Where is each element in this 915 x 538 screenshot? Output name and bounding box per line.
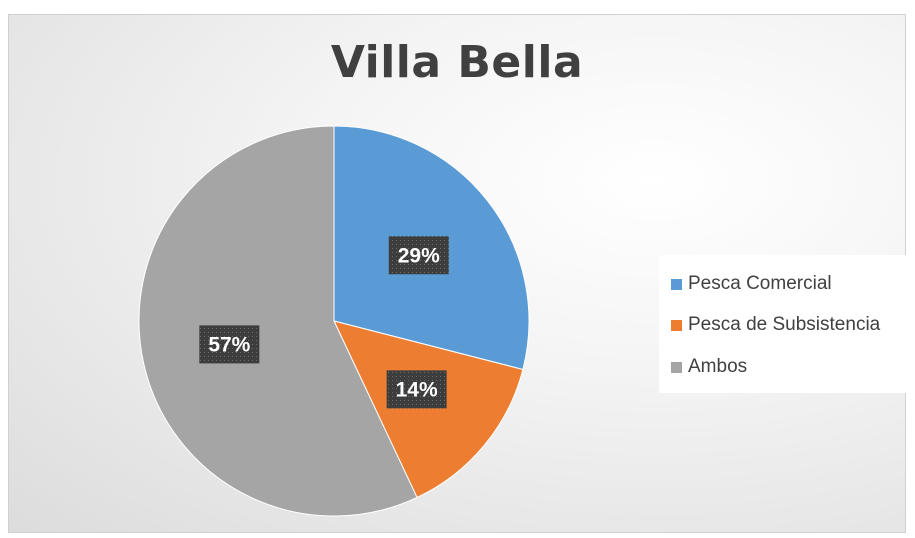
legend-swatch-pesca-de-subsistencia — [671, 319, 682, 331]
legend-swatch-ambos — [671, 361, 682, 373]
legend-swatch-pesca-comercial — [671, 278, 682, 290]
data-label-text-pesca-comercial: 29% — [398, 244, 440, 267]
legend-label-pesca-de-subsistencia: Pesca de Subsistencia — [688, 314, 881, 335]
legend-item-ambos: Ambos — [671, 355, 747, 379]
pie-slice-pesca-de-subsistencia — [333, 320, 524, 499]
data-label-pesca-comercial: 29% — [388, 236, 449, 275]
data-label-box-pesca-de-subsistencia — [386, 370, 447, 409]
data-label-text-pesca-de-subsistencia: 14% — [396, 378, 438, 401]
data-label-box-pesca-comercial — [388, 236, 449, 275]
data-label-text-ambos: 57% — [208, 333, 250, 356]
legend-item-pesca-comercial: Pesca Comercial — [671, 272, 832, 296]
data-label-pesca-de-subsistencia: 14% — [386, 370, 447, 409]
legend-item-pesca-de-subsistencia: Pesca de Subsistencia — [671, 313, 880, 337]
pie-slice-ambos — [138, 125, 418, 517]
data-label-box-ambos — [199, 325, 260, 364]
legend: Pesca Comercial Pesca de Subsistencia Am… — [659, 255, 909, 393]
chart-title: Villa Bella — [330, 37, 584, 88]
legend-label-pesca-comercial: Pesca Comercial — [688, 273, 832, 294]
legend-label-ambos: Ambos — [688, 356, 748, 377]
data-label-ambos: 57% — [199, 325, 260, 364]
